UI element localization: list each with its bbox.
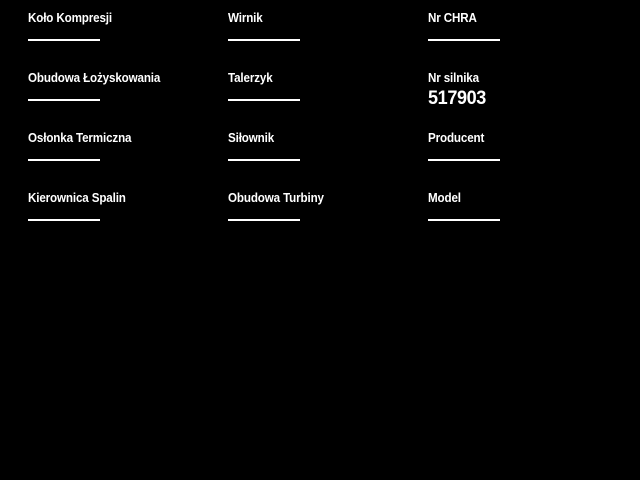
- form-column-middle: Wirnik Talerzyk Siłownik Obudowa Turbiny: [228, 0, 428, 250]
- field-label: Kierownica Spalin: [28, 191, 126, 205]
- field-producent[interactable]: Producent: [428, 130, 618, 190]
- field-label: Obudowa Turbiny: [228, 191, 324, 205]
- field-underline: [28, 39, 100, 41]
- field-underline: [428, 159, 500, 161]
- field-label: Koło Kompresji: [28, 11, 112, 25]
- field-model[interactable]: Model: [428, 190, 618, 250]
- field-silownik[interactable]: Siłownik: [228, 130, 418, 190]
- field-wirnik[interactable]: Wirnik: [228, 10, 418, 70]
- field-label: Obudowa Łożyskowania: [28, 71, 161, 85]
- form-column-right: Nr CHRA Nr silnika 517903 Producent Mode…: [428, 0, 628, 250]
- field-label: Model: [428, 191, 461, 205]
- field-oslonka-termiczna[interactable]: Osłonka Termiczna: [28, 130, 218, 190]
- field-obudowa-turbiny[interactable]: Obudowa Turbiny: [228, 190, 418, 250]
- field-nr-silnika[interactable]: Nr silnika 517903: [428, 70, 618, 130]
- field-underline: [28, 99, 100, 101]
- field-kolo-kompresji[interactable]: Koło Kompresji: [28, 10, 218, 70]
- field-underline: [228, 39, 300, 41]
- field-underline: [428, 219, 500, 221]
- field-label: Wirnik: [228, 11, 263, 25]
- field-label: Osłonka Termiczna: [28, 131, 132, 145]
- field-underline: [228, 159, 300, 161]
- field-underline: [228, 219, 300, 221]
- field-label: Talerzyk: [228, 71, 273, 85]
- field-underline: [28, 159, 100, 161]
- field-underline: [428, 39, 500, 41]
- form-column-left: Koło Kompresji Obudowa Łożyskowania Osło…: [28, 0, 228, 250]
- field-label: Siłownik: [228, 131, 275, 145]
- field-value: 517903: [428, 88, 486, 109]
- field-talerzyk[interactable]: Talerzyk: [228, 70, 418, 130]
- field-nr-chra[interactable]: Nr CHRA: [428, 10, 618, 70]
- field-obudowa-lozyskowania[interactable]: Obudowa Łożyskowania: [28, 70, 218, 130]
- field-underline: [228, 99, 300, 101]
- field-label: Nr CHRA: [428, 11, 477, 25]
- field-label: Producent: [428, 131, 485, 145]
- field-underline: [28, 219, 100, 221]
- field-label: Nr silnika: [428, 71, 479, 85]
- field-kierownica-spalin[interactable]: Kierownica Spalin: [28, 190, 218, 250]
